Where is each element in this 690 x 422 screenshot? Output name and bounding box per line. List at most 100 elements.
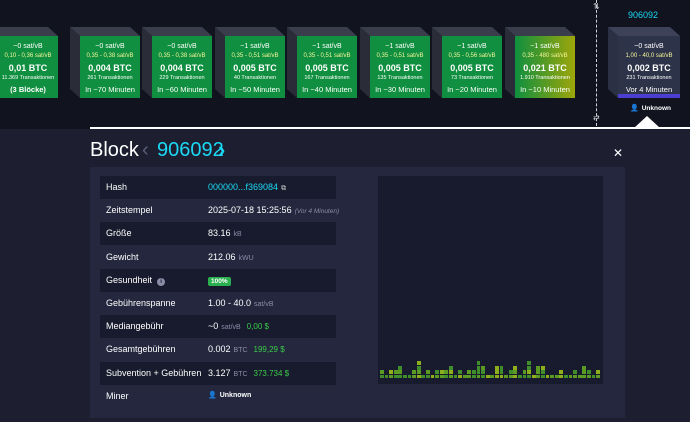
- mined-block-miner: 👤 Unknown: [630, 104, 671, 112]
- detail-row: Hash 000000...f369084 ⧉: [100, 176, 336, 199]
- tx-square: [476, 374, 481, 379]
- block-age: Vor 4 Minuten: [625, 85, 673, 94]
- block-side-face: [215, 27, 225, 98]
- health-badge: 100%: [208, 276, 231, 286]
- block-range: 0,35 - 0,51 sat/vB: [231, 53, 279, 59]
- tx-square: [545, 374, 550, 379]
- mempool-block[interactable]: ~1 sat/vB 0,35 - 0,51 sat/vB 0,005 BTC 135 …: [370, 36, 430, 98]
- tx-square: [541, 370, 545, 374]
- copy-icon[interactable]: ⧉: [281, 185, 287, 192]
- block-tx-count: 11.369 Transaktionen: [1, 75, 55, 81]
- value-unit: sat/vB: [254, 301, 274, 308]
- tx-square: [508, 374, 513, 379]
- mined-block-height[interactable]: 906092: [628, 10, 659, 20]
- block-eta: In ~30 Minuten: [375, 85, 425, 94]
- mempool-block[interactable]: ~1 sat/vB 0,35 - 0,51 sat/vB 0,005 BTC 40 T…: [225, 36, 285, 98]
- mempool-block[interactable]: ~0 sat/vB 0,35 - 0,38 sat/vB 0,004 BTC 229 …: [152, 36, 212, 98]
- block-top-face: [70, 27, 140, 36]
- block-visualization: [378, 176, 603, 384]
- block-fee: ~0 sat/vB: [634, 43, 664, 50]
- value-text: 212.06: [208, 251, 236, 262]
- tx-square: [426, 374, 430, 379]
- block-tx-count: 73 Transaktionen: [450, 75, 494, 81]
- value-text[interactable]: 000000...f369084: [208, 182, 279, 192]
- detail-row: Zeitstempel 2025-07-18 15:25:56 (Vor 4 Min…: [100, 199, 339, 222]
- tx-square: [495, 374, 499, 379]
- mempool-block[interactable]: ~1 sat/vB 0,35 - 480 sat/vB 0,021 BTC 1.910…: [515, 36, 575, 98]
- block-range: 0,10 - 0,36 sat/vB: [4, 53, 52, 59]
- block-tx-count: 167 Transaktionen: [304, 75, 350, 81]
- tx-square: [582, 370, 587, 374]
- mempool-block[interactable]: ~0 sat/vB 0,35 - 0,38 sat/vB 0,004 BTC 261 …: [80, 36, 140, 98]
- block-tx-count: 40 Transaktionen: [233, 75, 277, 81]
- tx-square: [416, 370, 421, 374]
- tx-square: [389, 374, 393, 379]
- tx-square: [416, 365, 421, 370]
- block-fee: ~1 sat/vB: [457, 43, 487, 50]
- miner-name: Unknown: [219, 391, 252, 399]
- tx-square: [587, 370, 591, 374]
- tx-square: [582, 374, 587, 379]
- tx-square: [389, 370, 393, 374]
- mempool-block[interactable]: ~0 sat/vB 0,10 - 0,36 sat/vB 0,01 BTC 11.36…: [0, 36, 58, 98]
- tx-square: [522, 370, 527, 374]
- block-total: 0,005 BTC: [450, 63, 494, 73]
- tx-square: [568, 374, 573, 379]
- tx-square: [476, 370, 481, 374]
- arrows-icon[interactable]: ⇅: [593, 2, 600, 11]
- value-text: 0.002: [208, 344, 231, 355]
- tx-square: [403, 374, 407, 379]
- tx-square: [527, 374, 531, 379]
- block-side-face: [432, 27, 442, 98]
- prev-icon[interactable]: ‹: [142, 139, 149, 161]
- value-note: (Vor 4 Minuten): [294, 208, 340, 216]
- detail-value: 83.16 kB: [208, 228, 242, 238]
- block-range: 0,35 - 0,51 sat/vB: [303, 53, 351, 59]
- tx-square: [481, 365, 485, 370]
- tx-square: [453, 374, 458, 379]
- block-tx-count: 261 Transaktionen: [87, 75, 133, 81]
- block-eta: In ~40 Minuten: [302, 85, 352, 94]
- miner-icon: 👤: [208, 391, 217, 399]
- detail-label: Gesamtgebühren: [106, 344, 176, 355]
- arrows-icon[interactable]: ⇄: [593, 113, 600, 122]
- tx-square: [393, 370, 398, 374]
- block-range: 0,35 - 0,38 sat/vB: [158, 53, 206, 59]
- tx-square: [481, 370, 485, 374]
- block-total: 0,004 BTC: [160, 63, 204, 73]
- block-top-face: [287, 27, 357, 36]
- block-tx-count: 1.910 Transaktionen: [520, 75, 570, 81]
- block-top-face: [505, 27, 575, 36]
- block-side-face: [505, 27, 515, 98]
- tx-square: [462, 374, 467, 379]
- detail-label: Gesundheit i: [106, 275, 166, 286]
- tx-square: [550, 374, 554, 379]
- tx-square: [398, 370, 403, 374]
- tx-square: [435, 374, 439, 379]
- mempool-block[interactable]: ~1 sat/vB 0,35 - 0,56 sat/vB 0,005 BTC 73 T…: [442, 36, 502, 98]
- tx-square: [559, 374, 564, 379]
- mempool-block[interactable]: ~1 sat/vB 0,35 - 0,51 sat/vB 0,005 BTC 167 …: [297, 36, 357, 98]
- mined-block[interactable]: ~0 sat/vB 1,00 - 40,0 sat/vB 0,002 BTC 231 …: [618, 36, 680, 98]
- tx-square: [398, 374, 403, 379]
- next-icon[interactable]: ›: [218, 137, 226, 162]
- value-text: 3.127: [208, 367, 231, 378]
- tx-square: [476, 365, 481, 370]
- block-height: 906092: [157, 139, 224, 161]
- tx-square: [541, 365, 545, 370]
- block-range: 0,35 - 0,56 sat/vB: [448, 53, 496, 59]
- block-total: 0,005 BTC: [233, 63, 277, 73]
- tx-square: [412, 370, 416, 374]
- tx-square: [407, 374, 412, 379]
- info-icon[interactable]: i: [157, 277, 166, 286]
- tx-square: [398, 365, 403, 370]
- tx-square: [527, 365, 531, 370]
- block-total: 0,005 BTC: [378, 63, 422, 73]
- block-eta: In ~70 Minuten: [85, 85, 135, 94]
- value-unit: BTC: [233, 347, 248, 355]
- tx-square: [582, 365, 587, 370]
- close-icon[interactable]: ✕: [613, 146, 624, 160]
- tx-square: [536, 370, 541, 374]
- block-fee: ~1 sat/vB: [385, 43, 415, 50]
- block-tx-count: 135 Transaktionen: [377, 75, 423, 81]
